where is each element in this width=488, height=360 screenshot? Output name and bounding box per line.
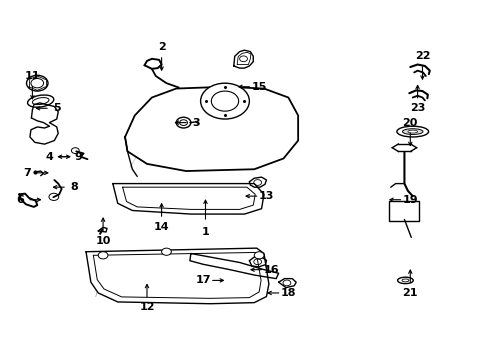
Ellipse shape <box>402 129 422 134</box>
Text: 19: 19 <box>402 195 417 205</box>
Text: 8: 8 <box>70 182 78 192</box>
FancyBboxPatch shape <box>388 201 418 221</box>
Circle shape <box>161 248 171 255</box>
Polygon shape <box>125 87 298 171</box>
Polygon shape <box>391 144 416 152</box>
Text: 22: 22 <box>414 51 429 61</box>
Text: 1: 1 <box>201 227 209 237</box>
Polygon shape <box>30 103 58 144</box>
Circle shape <box>200 83 249 119</box>
Ellipse shape <box>397 277 412 284</box>
Text: 14: 14 <box>154 222 169 231</box>
Text: 4: 4 <box>45 152 53 162</box>
Text: 17: 17 <box>195 275 210 285</box>
Polygon shape <box>113 184 264 214</box>
Ellipse shape <box>27 95 54 107</box>
Text: 12: 12 <box>139 302 154 312</box>
Text: 16: 16 <box>263 265 279 275</box>
Circle shape <box>254 252 264 259</box>
Text: 7: 7 <box>23 168 31 178</box>
Text: 20: 20 <box>402 118 417 128</box>
Text: 3: 3 <box>191 118 199 128</box>
Polygon shape <box>98 227 107 232</box>
Circle shape <box>98 252 108 259</box>
Polygon shape <box>86 248 268 304</box>
Text: 2: 2 <box>158 42 165 52</box>
Ellipse shape <box>396 126 427 137</box>
Polygon shape <box>233 50 253 68</box>
Text: 13: 13 <box>258 191 274 201</box>
Text: 15: 15 <box>251 82 266 92</box>
Polygon shape <box>278 279 296 288</box>
Polygon shape <box>249 257 266 267</box>
Circle shape <box>26 75 48 91</box>
Polygon shape <box>189 253 278 279</box>
Polygon shape <box>249 177 266 187</box>
Text: 21: 21 <box>402 288 417 298</box>
Text: 18: 18 <box>280 288 296 298</box>
Text: 6: 6 <box>16 195 24 205</box>
Text: 5: 5 <box>53 103 61 113</box>
Text: 23: 23 <box>409 103 425 113</box>
Text: 11: 11 <box>24 71 40 81</box>
Ellipse shape <box>407 130 417 133</box>
Text: 9: 9 <box>75 152 82 162</box>
Text: 10: 10 <box>95 236 111 246</box>
Circle shape <box>176 117 190 128</box>
